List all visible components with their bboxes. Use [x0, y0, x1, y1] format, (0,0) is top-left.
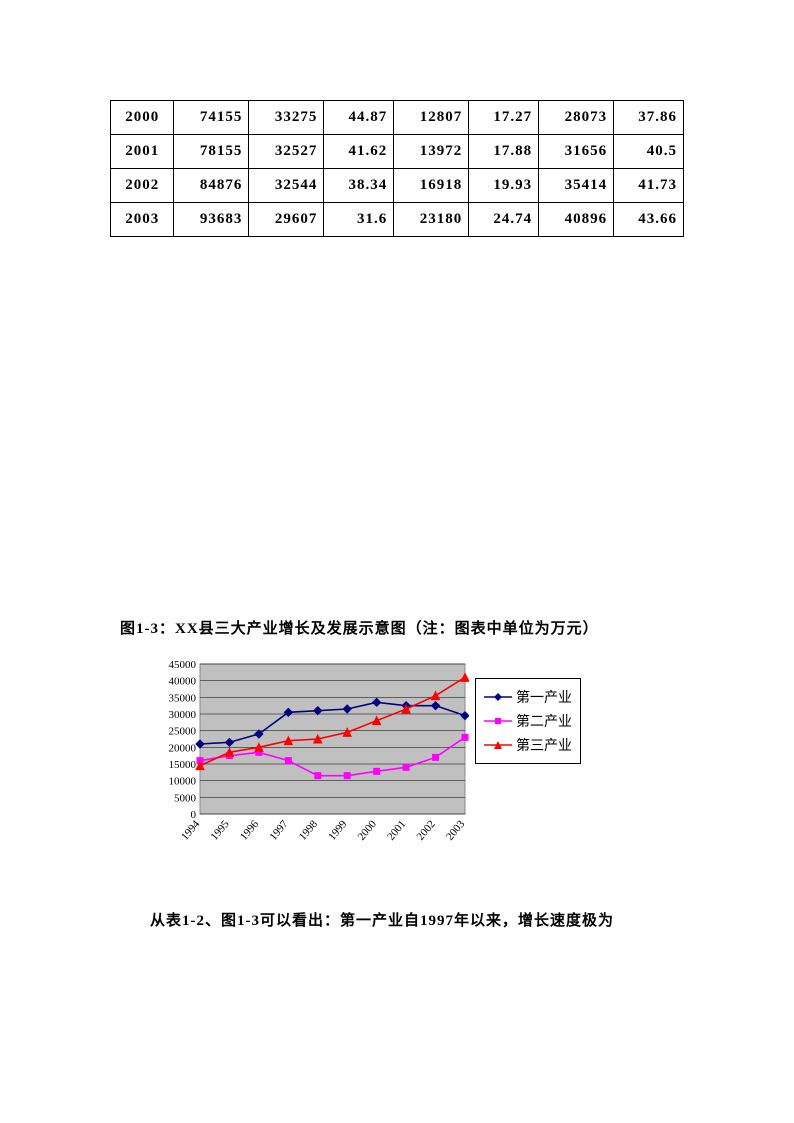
svg-text:30000: 30000 [169, 709, 197, 721]
legend-label: 第二产业 [516, 711, 572, 731]
diamond-marker-icon [484, 691, 512, 703]
table-cell: 17.27 [469, 101, 539, 135]
table-cell: 23180 [394, 203, 469, 237]
svg-text:5000: 5000 [174, 792, 197, 804]
table-row: 2001781553252741.621397217.883165640.5 [111, 135, 684, 169]
chart-title: 图1-3：XX县三大产业增长及发展示意图（注：图表中单位为万元） [110, 617, 684, 638]
table-cell: 32544 [249, 169, 324, 203]
svg-text:2001: 2001 [385, 818, 408, 843]
table-cell: 32527 [249, 135, 324, 169]
table-cell: 44.87 [324, 101, 394, 135]
svg-text:20000: 20000 [169, 742, 197, 754]
svg-text:1999: 1999 [326, 818, 350, 843]
table-cell: 40.5 [614, 135, 684, 169]
chart-container: 0500010000150002000025000300003500040000… [150, 658, 684, 869]
square-marker-icon [484, 715, 512, 727]
body-paragraph: 从表1-2、图1-3可以看出：第一产业自1997年以来，增长速度极为 [110, 909, 684, 930]
table-cell: 38.34 [324, 169, 394, 203]
table-cell: 74155 [174, 101, 249, 135]
table-cell: 17.88 [469, 135, 539, 169]
table-row: 2002848763254438.341691819.933541441.73 [111, 169, 684, 203]
svg-text:45000: 45000 [169, 659, 197, 671]
table-cell: 24.74 [469, 203, 539, 237]
svg-text:2003: 2003 [444, 818, 468, 843]
table-cell: 84876 [174, 169, 249, 203]
table-cell: 29607 [249, 203, 324, 237]
table-cell: 2003 [111, 203, 174, 237]
svg-text:1995: 1995 [208, 818, 232, 843]
table-cell: 2002 [111, 169, 174, 203]
svg-text:25000: 25000 [169, 726, 197, 738]
table-cell: 31.6 [324, 203, 394, 237]
svg-text:1996: 1996 [238, 818, 262, 843]
svg-text:1994: 1994 [179, 818, 203, 843]
legend-label: 第三产业 [516, 735, 572, 755]
svg-text:2000: 2000 [356, 818, 380, 843]
table-cell: 37.86 [614, 101, 684, 135]
line-chart: 0500010000150002000025000300003500040000… [150, 658, 469, 864]
table-cell: 16918 [394, 169, 469, 203]
table-row: 2000741553327544.871280717.272807337.86 [111, 101, 684, 135]
svg-text:1997: 1997 [267, 818, 291, 843]
table-cell: 2000 [111, 101, 174, 135]
table-cell: 19.93 [469, 169, 539, 203]
table-cell: 78155 [174, 135, 249, 169]
table-cell: 41.62 [324, 135, 394, 169]
table-cell: 35414 [539, 169, 614, 203]
table-cell: 41.73 [614, 169, 684, 203]
table-cell: 28073 [539, 101, 614, 135]
legend-item: 第一产业 [484, 687, 572, 707]
svg-text:2002: 2002 [415, 818, 438, 843]
table-cell: 13972 [394, 135, 469, 169]
table-cell: 12807 [394, 101, 469, 135]
svg-text:15000: 15000 [169, 759, 197, 771]
svg-text:35000: 35000 [169, 692, 197, 704]
legend-item: 第二产业 [484, 711, 572, 731]
table-cell: 40896 [539, 203, 614, 237]
table-cell: 33275 [249, 101, 324, 135]
legend-item: 第三产业 [484, 735, 572, 755]
svg-text:40000: 40000 [169, 676, 197, 688]
svg-text:10000: 10000 [169, 776, 197, 788]
triangle-marker-icon [484, 739, 512, 751]
table-cell: 2001 [111, 135, 174, 169]
table-cell: 93683 [174, 203, 249, 237]
legend-label: 第一产业 [516, 687, 572, 707]
svg-text:1998: 1998 [297, 818, 321, 843]
table-cell: 43.66 [614, 203, 684, 237]
data-table: 2000741553327544.871280717.272807337.862… [110, 100, 684, 237]
chart-legend: 第一产业第二产业第三产业 [475, 678, 581, 764]
table-row: 2003936832960731.62318024.744089643.66 [111, 203, 684, 237]
table-cell: 31656 [539, 135, 614, 169]
